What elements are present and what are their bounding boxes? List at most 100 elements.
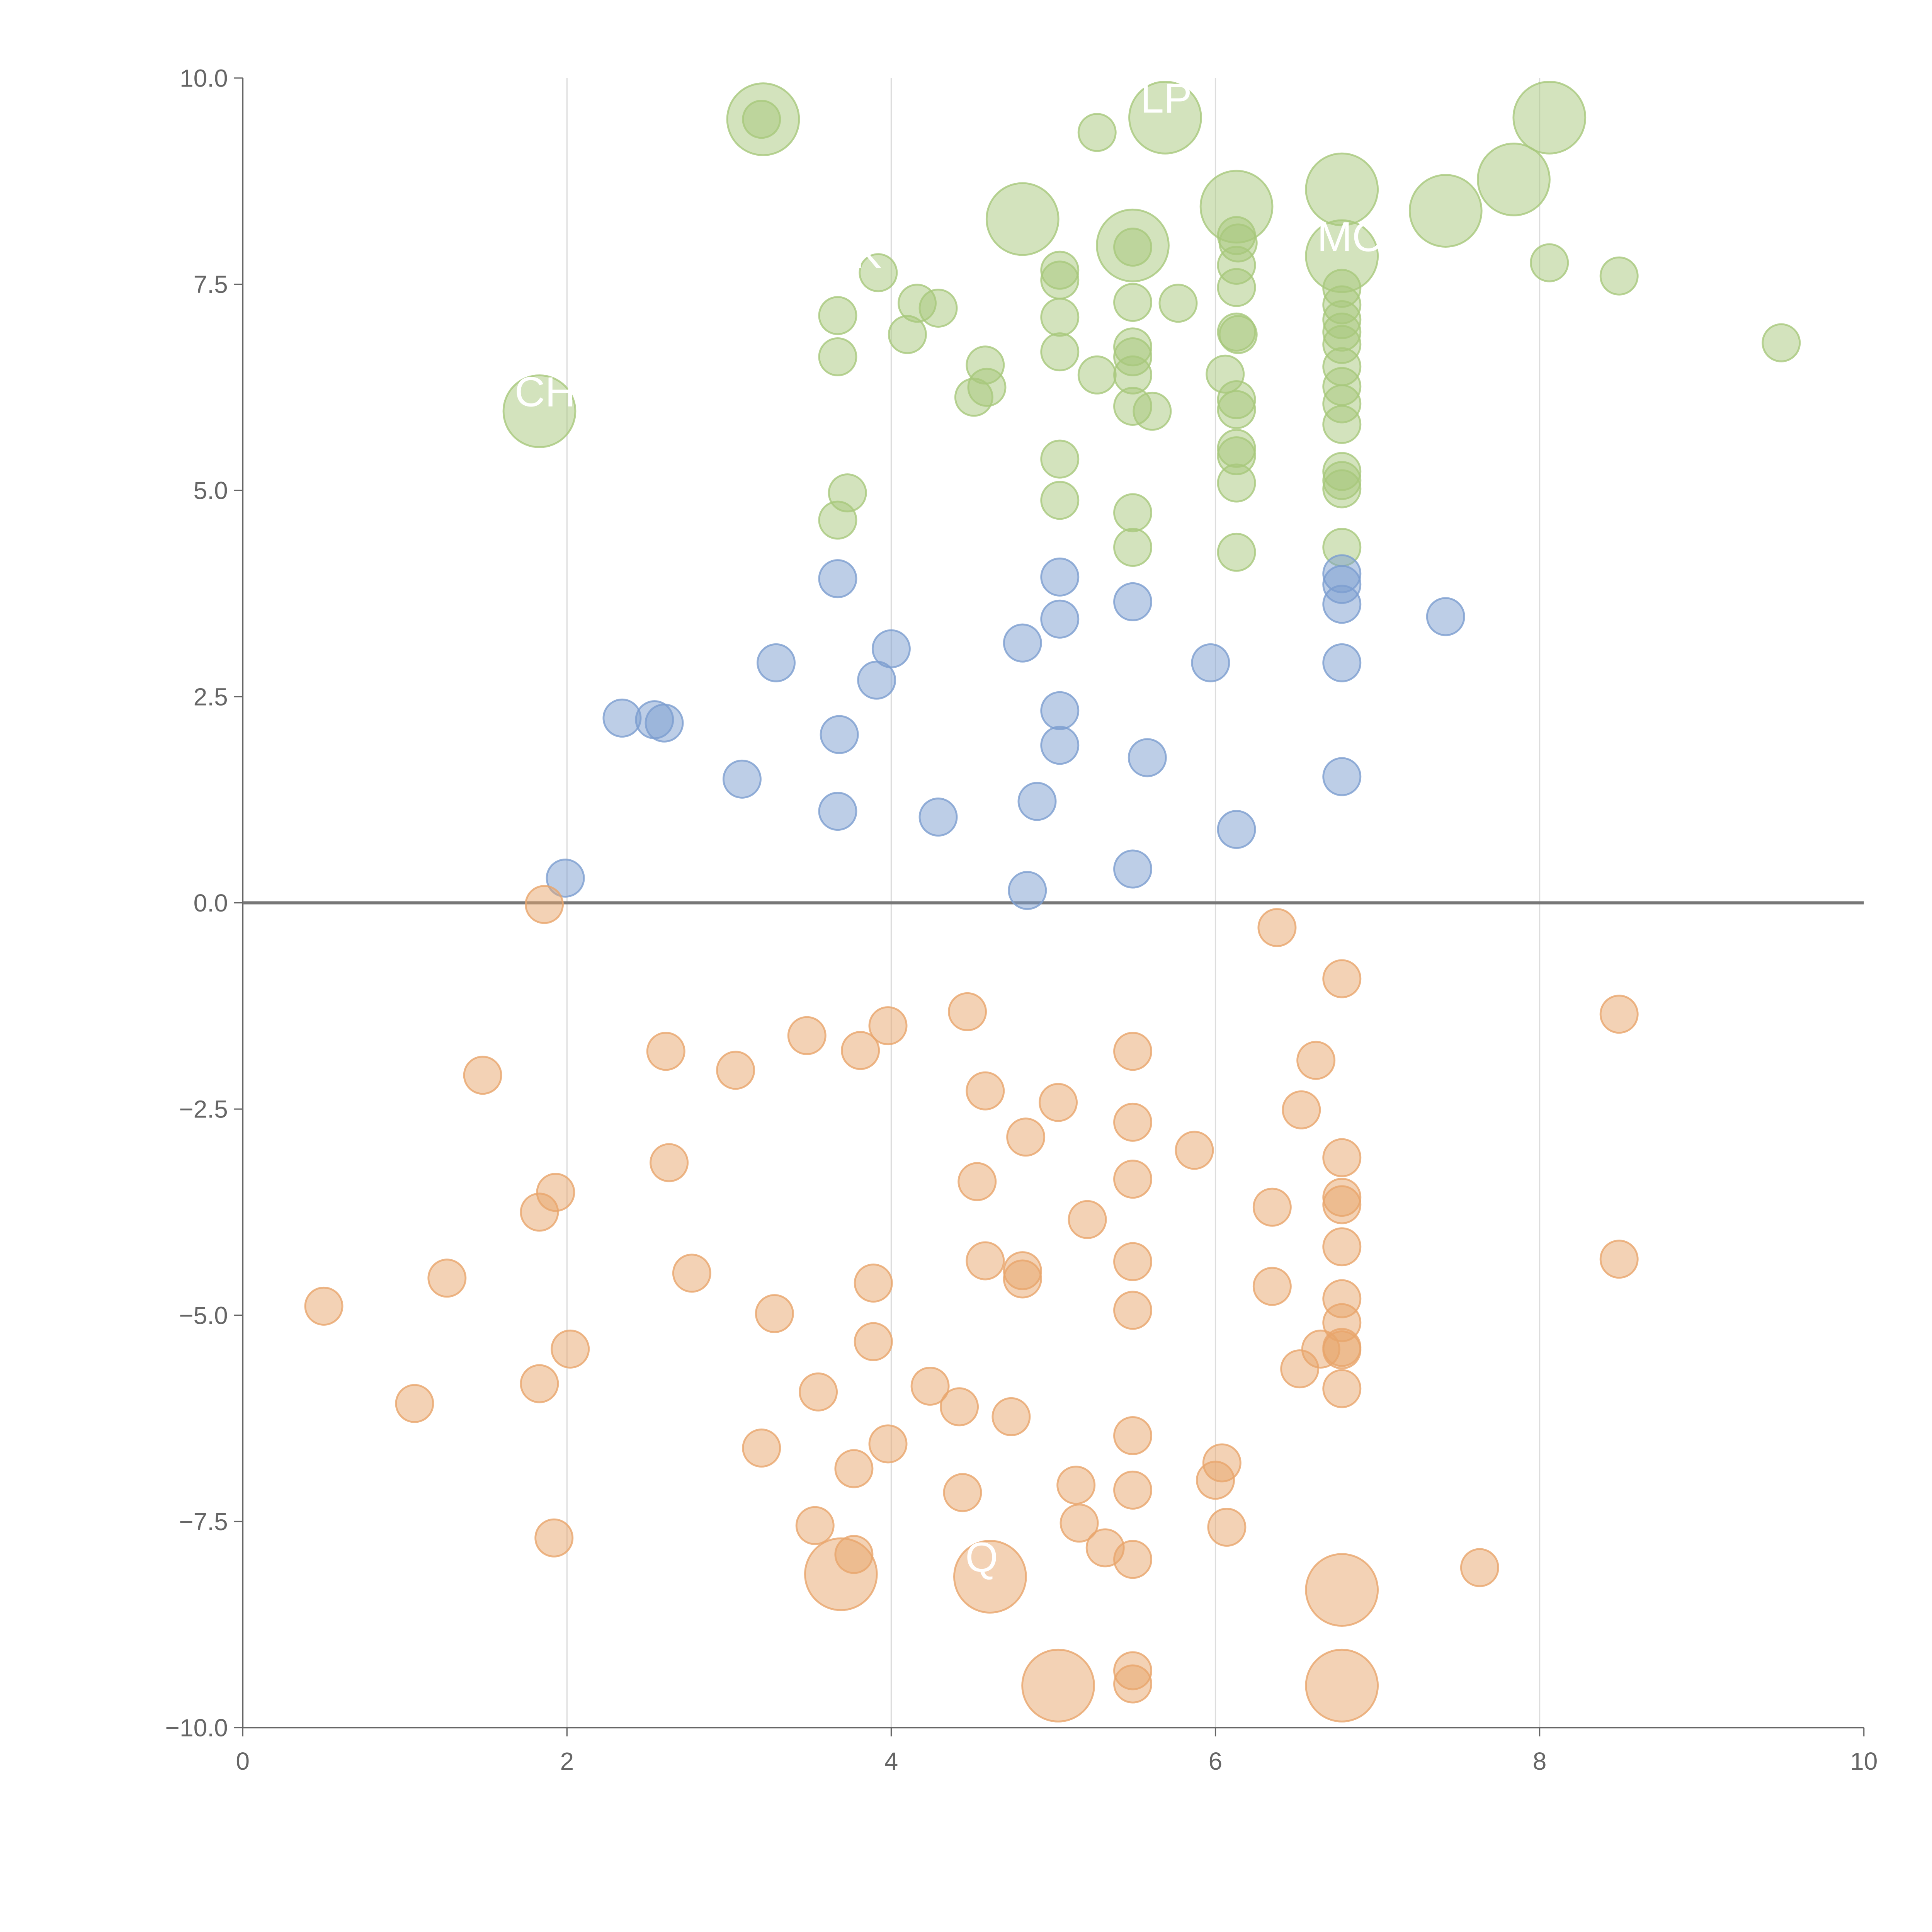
data-point-green (1040, 439, 1080, 479)
data-point-orange (755, 1294, 794, 1333)
data-point-orange (650, 1143, 689, 1182)
data-point-blue (820, 715, 859, 754)
x-tick-label: 2 (560, 1747, 574, 1775)
point-annotation: LP (1140, 75, 1192, 122)
data-point-orange (868, 1006, 908, 1046)
data-point-orange (1322, 1185, 1362, 1225)
x-tick-label: 0 (236, 1747, 250, 1775)
x-tick-label: 4 (884, 1747, 898, 1775)
data-point-blue (546, 859, 585, 898)
data-point-green (1762, 323, 1801, 362)
data-point-green (502, 374, 577, 448)
data-point-green (1040, 260, 1080, 300)
series-blue (546, 554, 1465, 910)
data-point-orange (834, 1449, 874, 1488)
y-tick-label: −7.5 (179, 1508, 228, 1536)
data-point-orange (1322, 1227, 1362, 1267)
data-point-green (1133, 391, 1172, 431)
data-point-orange (1305, 1648, 1379, 1723)
data-point-blue (871, 629, 911, 668)
data-point-green (1158, 284, 1198, 323)
data-point-green (918, 288, 958, 328)
data-point-orange (910, 1366, 950, 1406)
data-point-green (954, 378, 993, 417)
data-point-blue (1017, 782, 1057, 821)
data-point-orange (1113, 1416, 1153, 1455)
data-point-orange (525, 885, 564, 924)
data-point-orange (1175, 1131, 1214, 1170)
data-point-blue (1003, 623, 1042, 663)
data-point-orange (1322, 1138, 1362, 1177)
data-point-orange (1039, 1083, 1078, 1122)
data-point-orange (1207, 1507, 1247, 1547)
data-point-green (818, 337, 857, 376)
data-point-green (818, 296, 857, 335)
data-point-orange (1113, 1242, 1153, 1281)
data-point-blue (1322, 585, 1362, 624)
data-point-blue (1322, 643, 1362, 682)
series-orange (304, 885, 1639, 1723)
data-point-orange (463, 1056, 502, 1095)
data-point-orange (1113, 1160, 1153, 1199)
data-point-orange (795, 1506, 835, 1545)
data-point-orange (1113, 1032, 1153, 1071)
point-annotation: MO (1317, 213, 1385, 260)
y-tick-label: 5.0 (194, 477, 228, 505)
data-point-orange (1068, 1200, 1107, 1239)
data-point-orange (1252, 1187, 1292, 1227)
data-point-blue (818, 792, 857, 831)
data-point-green (1113, 228, 1153, 267)
data-point-blue (1128, 738, 1167, 777)
data-point-green (888, 315, 927, 354)
data-point-orange (551, 1329, 590, 1369)
data-point-orange (868, 1424, 908, 1464)
data-point-blue (1113, 582, 1153, 621)
data-point-orange (1113, 1664, 1153, 1704)
data-point-orange (1599, 995, 1639, 1034)
data-point-green (1113, 528, 1153, 567)
data-point-green (1217, 463, 1256, 503)
data-point-orange (1196, 1461, 1235, 1500)
data-point-orange (1305, 1553, 1379, 1627)
data-point-orange (1280, 1349, 1320, 1389)
data-point-orange (799, 1372, 838, 1412)
data-point-orange (943, 1473, 982, 1512)
data-point-orange (534, 1518, 574, 1558)
data-point-green (1322, 405, 1362, 444)
x-tick-label: 8 (1533, 1747, 1547, 1775)
y-tick-label: 2.5 (194, 683, 228, 711)
series-green (502, 81, 1801, 572)
data-point-blue (1040, 599, 1080, 639)
data-point-orange (841, 1031, 880, 1070)
data-point-blue (1217, 810, 1256, 849)
data-point-orange (1252, 1267, 1292, 1306)
data-point-blue (1040, 726, 1080, 765)
data-point-orange (1056, 1466, 1096, 1505)
data-point-orange (304, 1286, 344, 1326)
data-point-green (1217, 268, 1256, 307)
data-point-orange (742, 1429, 781, 1468)
data-point-blue (722, 759, 762, 799)
data-point-orange (1282, 1090, 1321, 1129)
data-point-blue (757, 643, 796, 682)
data-point-orange (395, 1384, 434, 1423)
data-point-orange (957, 1162, 997, 1201)
data-point-green (1530, 243, 1569, 282)
data-point-orange (854, 1264, 893, 1303)
data-point-green (859, 253, 898, 293)
data-point-orange (854, 1322, 893, 1361)
data-point-orange (1257, 908, 1297, 947)
data-point-orange (1113, 1470, 1153, 1510)
data-point-blue (1008, 871, 1047, 910)
data-point-blue (918, 798, 958, 837)
y-tick-label: 10.0 (180, 64, 228, 92)
data-point-green (818, 500, 857, 540)
data-point-orange (953, 1540, 1027, 1614)
data-point-orange (1113, 1102, 1153, 1142)
point-annotation: Q (965, 1534, 998, 1581)
data-point-orange (1113, 1540, 1153, 1579)
data-point-orange (427, 1259, 467, 1298)
data-point-orange (1322, 1369, 1362, 1408)
data-point-green (1217, 390, 1256, 429)
